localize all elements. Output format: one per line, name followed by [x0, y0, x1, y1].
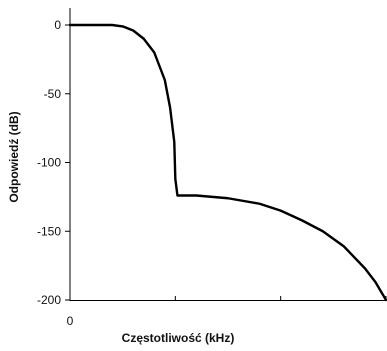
y-axis-ticks: 0 -50 -100 -150 -200: [37, 18, 70, 307]
y-tick-label: -150: [37, 224, 61, 238]
y-axis-title: Odpowiedź (dB): [7, 111, 21, 202]
response-curve: [68, 23, 387, 302]
y-tick-label: -200: [37, 293, 61, 307]
y-tick-label: -100: [37, 156, 61, 170]
x-tick-label: 0: [67, 314, 74, 328]
y-tick-label: 0: [54, 18, 61, 32]
x-axis-title: Częstotliwość (kHz): [122, 331, 235, 345]
y-tick-label: -50: [44, 87, 62, 101]
